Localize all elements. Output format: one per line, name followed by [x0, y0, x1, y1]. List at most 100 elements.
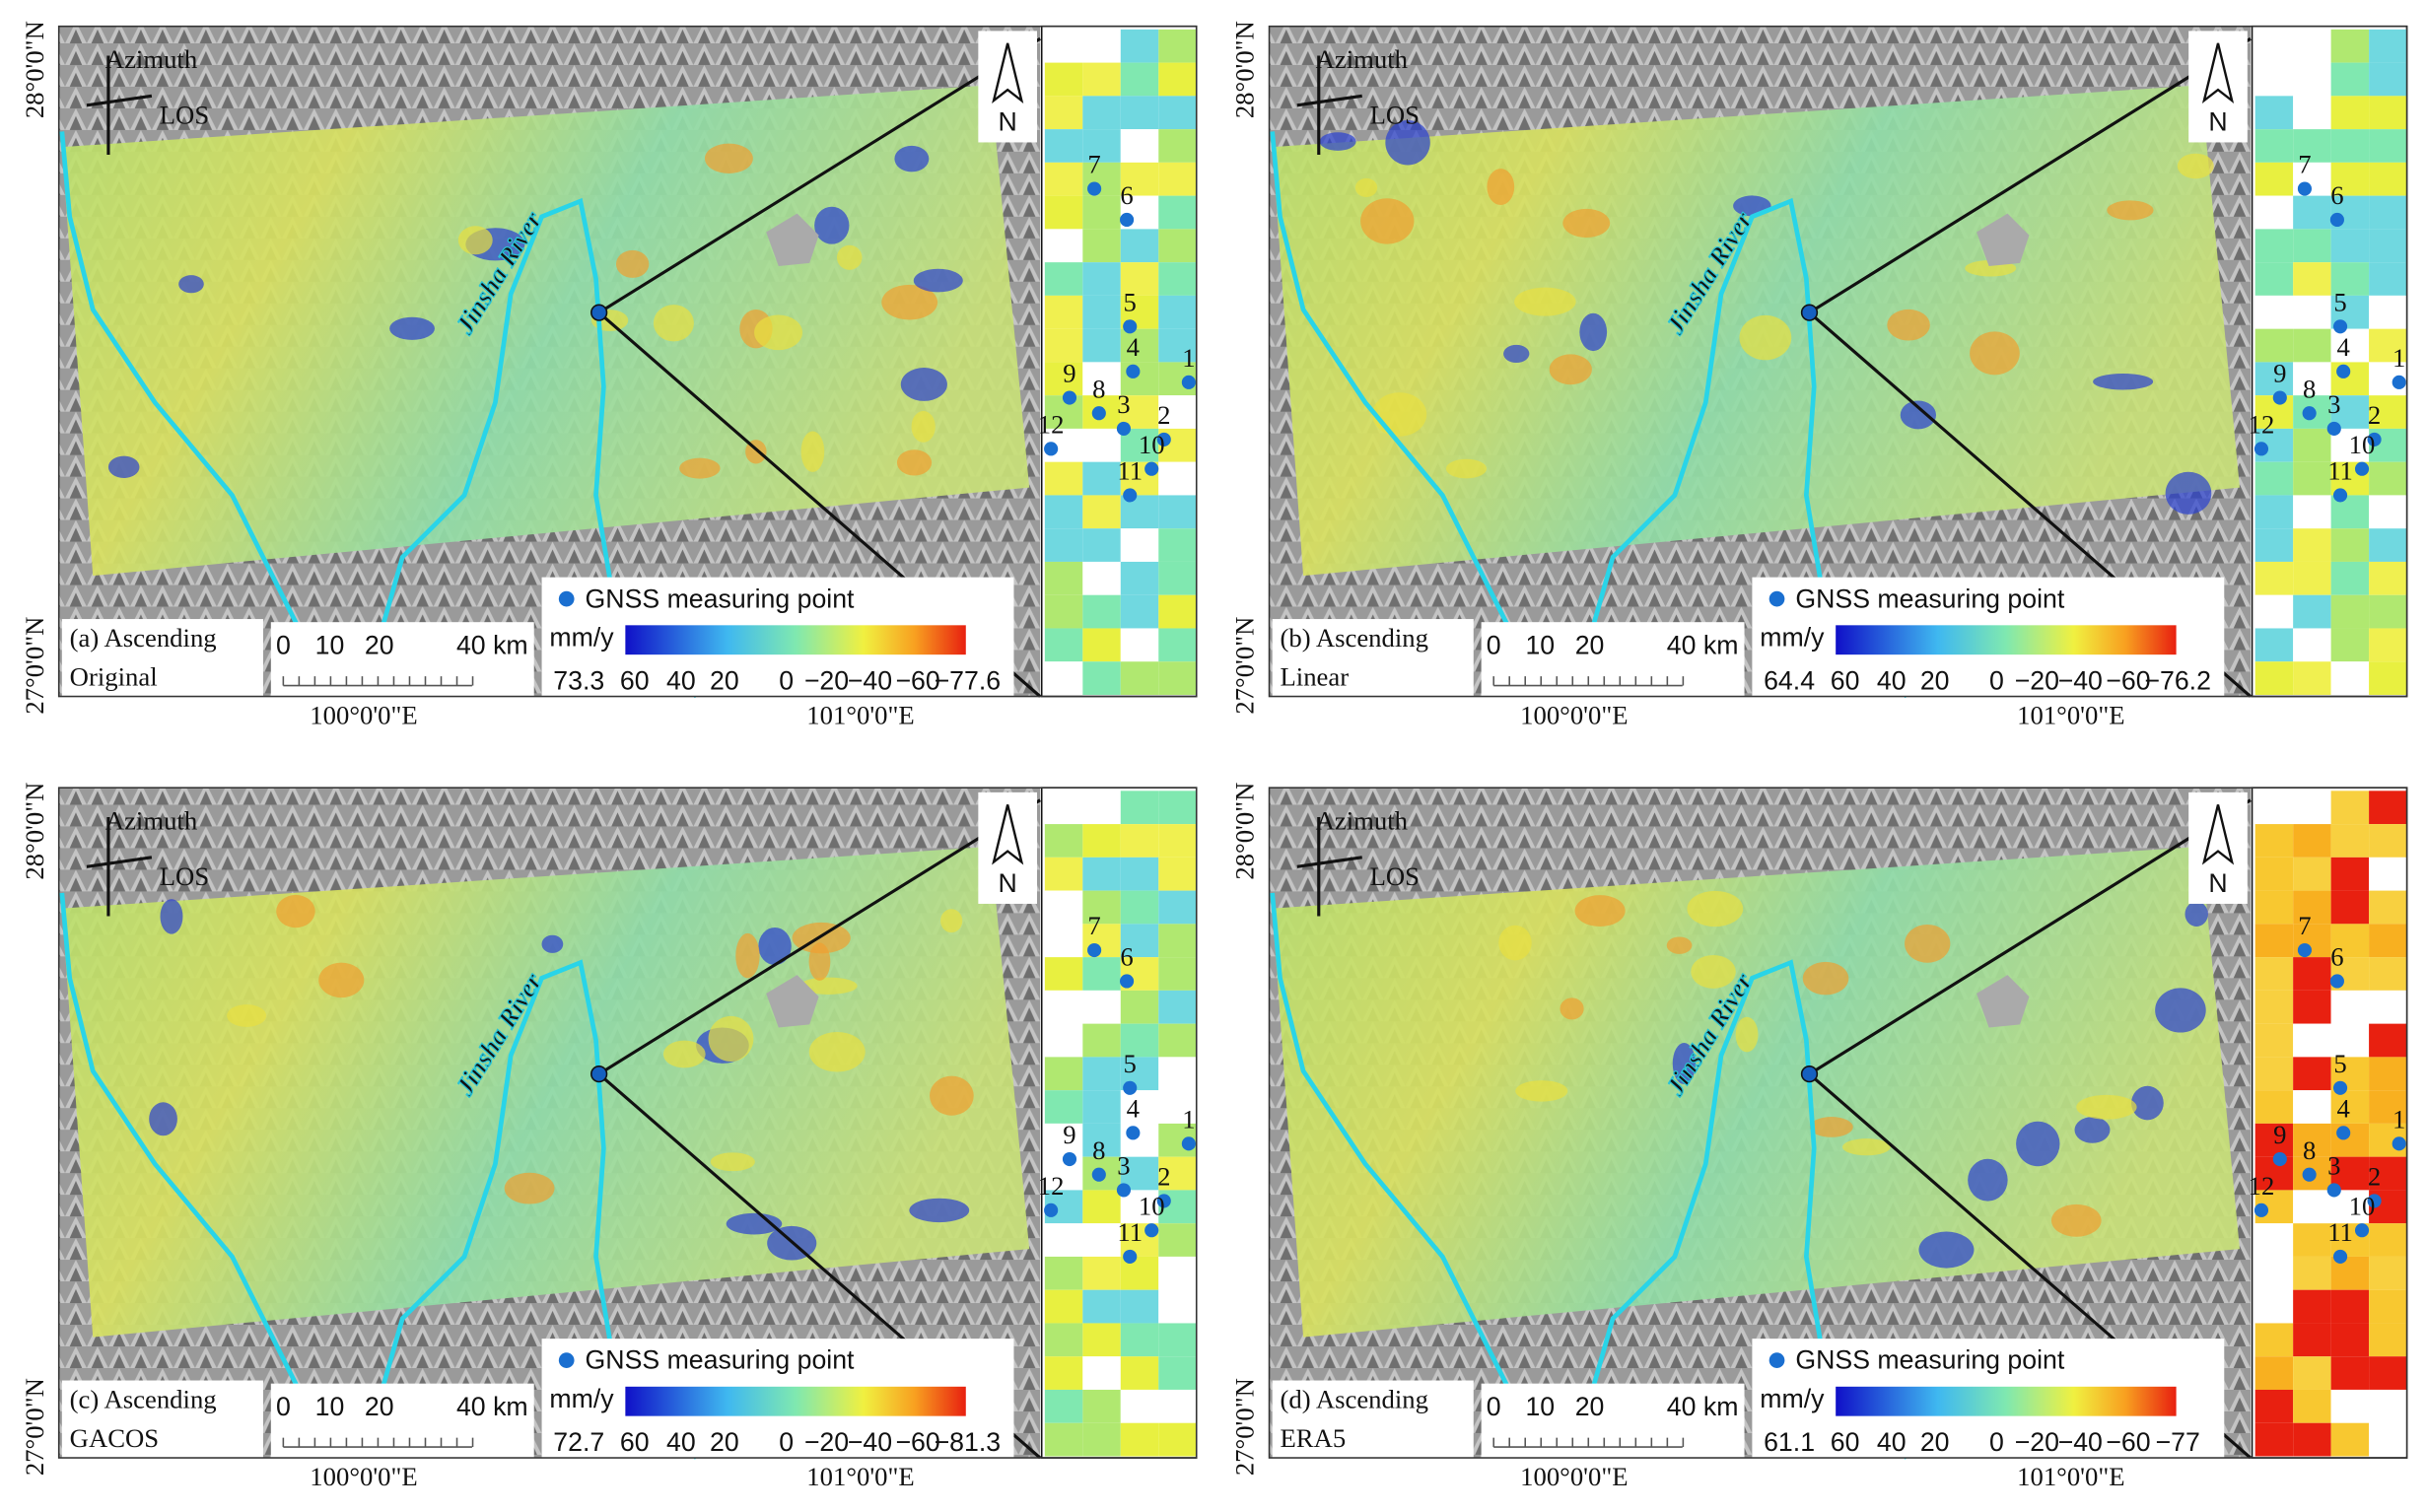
gnss-point-label: 10: [1139, 1191, 1165, 1220]
inset-cell: [2254, 890, 2294, 925]
inset-cell: [2254, 990, 2294, 1024]
lat-label: 28°0'0"N: [20, 21, 49, 118]
gnss-point-label: 5: [2333, 1049, 2346, 1078]
gnss-point: [2354, 461, 2370, 476]
inset-cell: [2293, 824, 2331, 858]
inset-cell: [2369, 857, 2407, 891]
inset-cell: [2330, 790, 2370, 825]
zoom-point: [590, 304, 608, 321]
scale-label: 0: [1487, 1392, 1501, 1421]
deformation-patch: [504, 1172, 555, 1204]
colorbar: [625, 625, 966, 655]
inset-cell: [2330, 857, 2370, 891]
inset-cell: [1158, 1090, 1197, 1124]
inset-cell: [2254, 162, 2294, 196]
deformation-patch: [1549, 354, 1592, 385]
colorbar-label: −60: [895, 1427, 939, 1457]
gnss-point: [1116, 1183, 1131, 1198]
inset-cell: [1120, 1323, 1159, 1357]
deformation-patch: [653, 305, 694, 342]
inset-cell: [2369, 195, 2407, 230]
inset-cell: [1158, 661, 1197, 695]
inset-cell: [2254, 661, 2294, 695]
inset-cell: [2330, 1422, 2370, 1457]
inset-cell: [2330, 594, 2370, 629]
gnss-point: [1087, 181, 1102, 196]
inset-cell: [1158, 229, 1197, 263]
inset-cell: [1044, 1023, 1083, 1058]
deformation-patch: [1672, 1042, 1696, 1085]
gnss-point-label: 4: [1127, 1093, 1140, 1123]
gnss-point-label: 5: [1124, 1049, 1137, 1078]
lat-label: 27°0'0"N: [20, 617, 49, 715]
deformation-patch: [1372, 392, 1427, 437]
deformation-patch: [1514, 287, 1576, 316]
inset-cell: [2293, 594, 2331, 629]
deformation-patch: [704, 143, 753, 173]
legend-dot: [558, 1352, 575, 1368]
inset-cell: [2254, 528, 2294, 562]
inset-cell: [2254, 1256, 2294, 1290]
deformation-patch: [1691, 954, 1736, 989]
colorbar-label: 40: [1877, 1427, 1907, 1457]
inset-cell: [2369, 1057, 2407, 1091]
inset-cell: [2369, 824, 2407, 858]
inset-cell: [1082, 857, 1121, 891]
inset-cell: [2293, 1123, 2331, 1157]
inset-cell: [2369, 1090, 2407, 1124]
inset-cell: [2293, 1256, 2331, 1290]
inset-cell: [2254, 957, 2294, 991]
unit-label: mm/y: [1760, 1384, 1825, 1413]
inset-cell: [1120, 62, 1159, 97]
deformation-patch: [1385, 120, 1430, 166]
inset-cell: [2293, 229, 2331, 263]
scale-label: 20: [1575, 630, 1605, 659]
inset-cell: [1120, 1090, 1159, 1124]
gnss-point-label: 2: [2368, 1162, 2381, 1192]
deformation-patch: [318, 962, 365, 998]
inset-cell: [2254, 628, 2294, 662]
river: [59, 892, 699, 1460]
inset-cell: [2293, 1323, 2331, 1357]
deformation-patch: [1666, 936, 1693, 954]
deformation-patch: [1515, 1080, 1568, 1102]
inset-cell: [1120, 1389, 1159, 1423]
colorbar: [625, 1386, 966, 1416]
unit-label: mm/y: [549, 1384, 614, 1413]
deformation-patch: [881, 284, 938, 320]
inset-cell: [1158, 1323, 1197, 1357]
inset-cell: [1044, 528, 1083, 562]
north-label: N: [999, 107, 1017, 137]
inset-cell: [2369, 890, 2407, 925]
colorbar-label: −60: [895, 665, 939, 695]
inset-cell: [1158, 990, 1197, 1024]
deformation-patch: [1487, 169, 1515, 206]
label-box: [61, 619, 263, 697]
colorbar-label: 60: [1831, 665, 1860, 695]
gnss-point-label: 3: [1117, 1151, 1130, 1181]
inset-cell: [1044, 461, 1083, 496]
deformation-patch: [276, 894, 315, 928]
deformation-patch: [2131, 1085, 2164, 1121]
inset-cell: [2330, 362, 2370, 396]
gnss-point-label: 5: [1124, 287, 1137, 316]
inset-cell: [1120, 990, 1159, 1024]
map-frame: [57, 25, 1198, 698]
inset-cell: [1120, 824, 1159, 858]
inset-cell: [1120, 890, 1159, 925]
inset-cell: [2293, 328, 2331, 363]
inset-cell: [1044, 1356, 1083, 1390]
colorbar-label: −20: [2015, 1427, 2059, 1457]
inset-cell: [1082, 824, 1121, 858]
inset-cell: [1158, 1256, 1197, 1290]
colorbar-label: 60: [1831, 1427, 1860, 1457]
gnss-point-label: 4: [2337, 1093, 2350, 1123]
inset-cell: [2293, 1223, 2331, 1257]
inset-cell: [2369, 29, 2407, 63]
lat-label: 27°0'0"N: [20, 1378, 49, 1476]
inset-cell: [1082, 428, 1121, 462]
panel-sublabel: GACOS: [70, 1423, 159, 1453]
inset-cell: [2369, 96, 2407, 130]
inset-cell: [1044, 162, 1083, 196]
